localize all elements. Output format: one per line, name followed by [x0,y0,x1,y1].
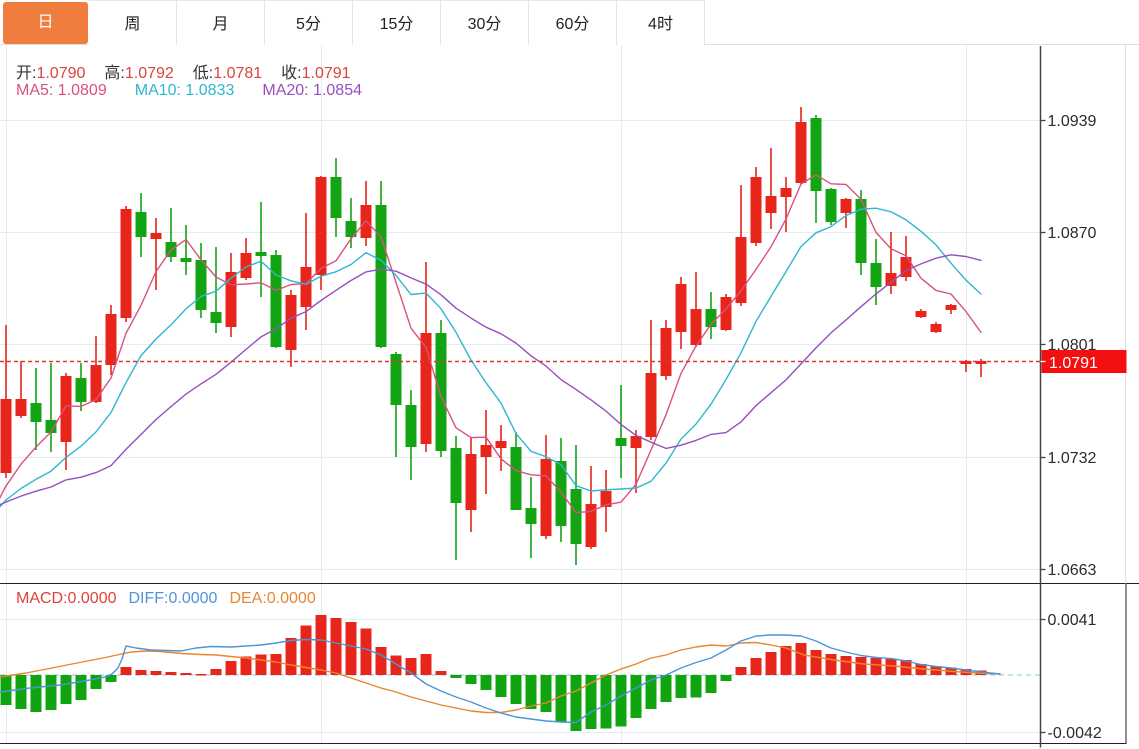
svg-text:1.0939: 1.0939 [1048,113,1097,130]
svg-text:1.0801: 1.0801 [1048,337,1097,354]
svg-text:1.0791: 1.0791 [1049,355,1098,372]
svg-text:1.0870: 1.0870 [1048,225,1097,242]
svg-text:0.0041: 0.0041 [1048,612,1097,629]
svg-text:1.0663: 1.0663 [1048,562,1097,579]
svg-text:1.0732: 1.0732 [1048,450,1097,467]
svg-text:-0.0042: -0.0042 [1048,725,1102,742]
